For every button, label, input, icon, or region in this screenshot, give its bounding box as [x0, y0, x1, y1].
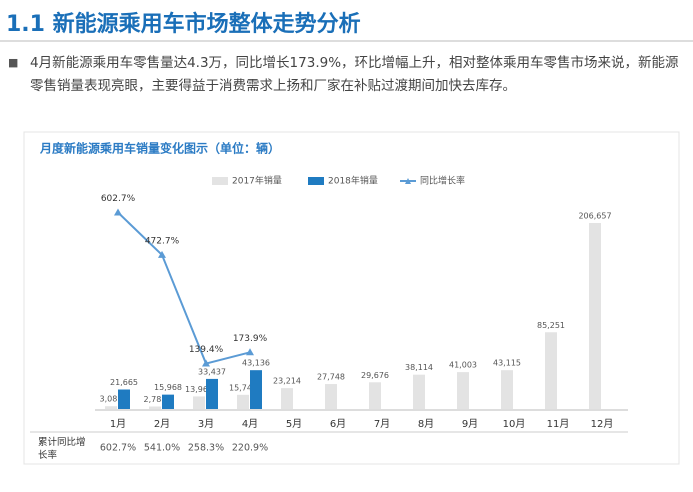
x-tick-label: 8月 — [418, 418, 434, 430]
bar — [105, 406, 117, 409]
x-tick-label: 3月 — [198, 418, 214, 430]
value-label: 206,657 — [578, 212, 611, 221]
growth-label: 173.9% — [233, 334, 268, 344]
x-tick-label: 7月 — [374, 418, 390, 430]
legend-marker — [405, 178, 411, 184]
x-tick-label: 6月 — [330, 418, 346, 430]
bar — [237, 394, 249, 409]
value-label: 15,968 — [154, 383, 182, 392]
bar — [149, 406, 161, 409]
value-label: 13,967 — [185, 385, 213, 394]
bar — [501, 370, 513, 409]
growth-marker — [246, 348, 254, 356]
growth-label: 602.7% — [101, 194, 136, 204]
bar — [545, 332, 557, 409]
x-tick-label: 5月 — [286, 418, 302, 430]
bar — [369, 382, 381, 409]
value-label: 43,136 — [242, 359, 270, 368]
x-tick-label: 2月 — [154, 418, 170, 430]
x-tick-label: 11月 — [547, 418, 570, 430]
legend-label: 2017年销量 — [232, 175, 282, 187]
table-cell: 541.0% — [144, 443, 180, 454]
value-label: 23,214 — [273, 377, 301, 386]
x-tick-label: 9月 — [462, 418, 478, 430]
bar — [281, 388, 293, 409]
table-cell: 220.9% — [232, 443, 268, 454]
value-label: 43,115 — [493, 359, 521, 368]
bullet-mark: ■ — [8, 56, 19, 69]
bar — [250, 370, 262, 409]
legend-swatch — [308, 177, 324, 185]
value-label: 2,788 — [144, 395, 167, 404]
legend-swatch — [212, 177, 228, 185]
growth-marker — [202, 359, 210, 367]
value-label: 27,748 — [317, 373, 345, 382]
growth-line — [117, 211, 251, 365]
bar — [162, 394, 174, 409]
legend-label: 同比增长率 — [420, 175, 465, 187]
table-row-label: 累计同比增长率 — [38, 437, 86, 461]
growth-label: 139.4% — [189, 345, 224, 355]
chart-panel — [23, 131, 680, 465]
legend-label: 2018年销量 — [328, 175, 378, 187]
bar — [325, 384, 337, 409]
x-tick-label: 4月 — [242, 418, 258, 430]
value-label: 21,665 — [110, 378, 138, 387]
table-cell: 258.3% — [188, 443, 224, 454]
value-label: 41,003 — [449, 361, 477, 370]
growth-marker — [114, 208, 122, 216]
page-title: 1.1 新能源乘用车市场整体走势分析 — [6, 12, 361, 37]
bar — [413, 374, 425, 409]
growth-marker — [158, 250, 166, 258]
value-label: 33,437 — [198, 367, 226, 376]
bar — [193, 396, 205, 409]
x-tick-label: 12月 — [591, 418, 614, 430]
x-tick-label: 10月 — [503, 418, 526, 430]
value-label: 3,083 — [100, 395, 123, 404]
bar — [206, 378, 218, 409]
bar — [457, 372, 469, 409]
table-cell: 602.7% — [100, 443, 136, 454]
x-tick-label: 1月 — [110, 418, 126, 430]
bar — [118, 389, 130, 409]
bullet-text: 4月新能源乘用车零售量达4.3万，同比增长173.9%，环比增幅上升，相对整体乘… — [30, 55, 679, 94]
growth-label: 472.7% — [145, 236, 180, 246]
chart-title: 月度新能源乘用车销量变化图示（单位：辆） — [39, 141, 280, 156]
value-label: 15,746 — [229, 383, 257, 392]
bar — [589, 223, 601, 409]
value-label: 38,114 — [405, 363, 433, 372]
value-label: 29,676 — [361, 371, 389, 380]
value-label: 85,251 — [537, 321, 565, 330]
